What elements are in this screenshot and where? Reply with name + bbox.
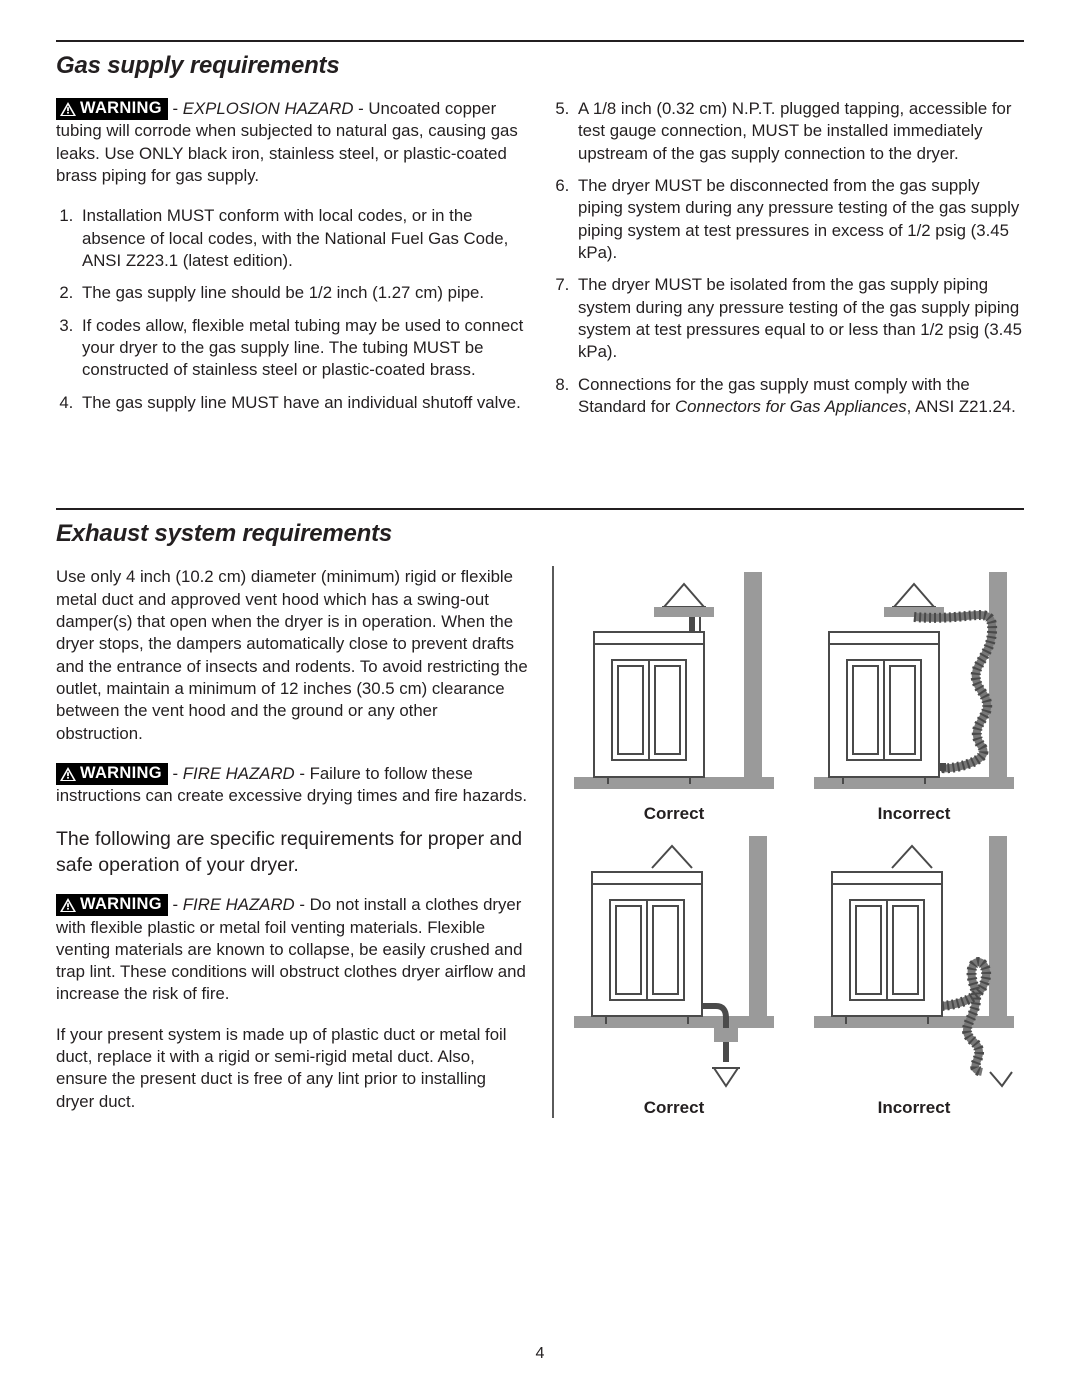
gas-item-7: The dryer MUST be isolated from the gas …: [574, 274, 1024, 363]
dryer-incorrect-flex-icon: [814, 572, 1014, 802]
diagram-label-correct: Correct: [564, 804, 784, 824]
gas-item-1: Installation MUST conform with local cod…: [78, 205, 528, 272]
hazard-dash: -: [173, 99, 183, 118]
gas-item-4: The gas supply line MUST have an individ…: [78, 392, 528, 414]
diagram-grid: Correct: [564, 572, 1024, 1118]
gas-item-8b: , ANSI Z21.24.: [907, 397, 1016, 416]
warning-badge: WARNING: [56, 894, 168, 916]
page-number: 4: [0, 1345, 1080, 1363]
exhaust-warning-1: WARNING - FIRE HAZARD - Failure to follo…: [56, 763, 528, 808]
warning-badge: WARNING: [56, 98, 168, 120]
diagram-wrap: Correct: [552, 566, 1024, 1118]
dryer-correct-rigid-icon: [574, 572, 774, 802]
gas-warning-paragraph: WARNING - EXPLOSION HAZARD - Uncoated co…: [56, 98, 528, 187]
exhaust-diagram-col: Correct: [552, 566, 1024, 1131]
exhaust-hazard-1: FIRE HAZARD: [183, 764, 295, 783]
gas-list-right: A 1/8 inch (0.32 cm) N.P.T. plugged tapp…: [552, 98, 1024, 418]
exhaust-hazard-2: FIRE HAZARD: [183, 895, 295, 914]
gas-col-right: A 1/8 inch (0.32 cm) N.P.T. plugged tapp…: [552, 98, 1024, 428]
warning-label-text: WARNING: [80, 99, 162, 119]
exhaust-intro: Use only 4 inch (10.2 cm) diameter (mini…: [56, 566, 528, 745]
gas-col-left: WARNING - EXPLOSION HAZARD - Uncoated co…: [56, 98, 528, 428]
gas-item-6: The dryer MUST be disconnected from the …: [574, 175, 1024, 264]
warning-label-text: WARNING: [80, 895, 162, 915]
warning-triangle-icon: [60, 898, 76, 912]
gas-columns: WARNING - EXPLOSION HAZARD - Uncoated co…: [56, 98, 1024, 428]
gas-item-2: The gas supply line should be 1/2 inch (…: [78, 282, 528, 304]
exhaust-columns: Use only 4 inch (10.2 cm) diameter (mini…: [56, 566, 1024, 1131]
exhaust-section-title: Exhaust system requirements: [56, 520, 1024, 548]
exhaust-para2: If your present system is made up of pla…: [56, 1024, 528, 1113]
exhaust-warning-2: WARNING - FIRE HAZARD - Do not install a…: [56, 894, 528, 1006]
gas-item-3: If codes allow, flexible metal tubing ma…: [78, 315, 528, 382]
warning-triangle-icon: [60, 767, 76, 781]
warning-label-text: WARNING: [80, 764, 162, 784]
diagram-label-correct: Correct: [564, 1098, 784, 1118]
dryer-correct-wall-icon: [574, 836, 774, 1096]
section-divider-2: [56, 508, 1024, 510]
diagram-incorrect-bottom: Incorrect: [804, 836, 1024, 1118]
hazard-dash: -: [173, 764, 183, 783]
gas-item-8-ref: Connectors for Gas Appliances: [675, 397, 907, 416]
gas-section-title: Gas supply requirements: [56, 52, 1024, 80]
diagram-correct-bottom: Correct: [564, 836, 784, 1118]
exhaust-subhead: The following are specific requirements …: [56, 826, 528, 879]
diagram-incorrect-top: Incorrect: [804, 572, 1024, 824]
diagram-label-incorrect: Incorrect: [804, 1098, 1024, 1118]
diagram-label-incorrect: Incorrect: [804, 804, 1024, 824]
gas-hazard-name: EXPLOSION HAZARD: [183, 99, 354, 118]
exhaust-section: Exhaust system requirements Use only 4 i…: [56, 508, 1024, 1131]
gas-item-8: Connections for the gas supply must comp…: [574, 374, 1024, 419]
dryer-incorrect-wall-icon: [814, 836, 1014, 1096]
gas-item-5: A 1/8 inch (0.32 cm) N.P.T. plugged tapp…: [574, 98, 1024, 165]
warning-badge: WARNING: [56, 763, 168, 785]
gas-list-left: Installation MUST conform with local cod…: [56, 205, 528, 414]
section-divider: [56, 40, 1024, 42]
warning-triangle-icon: [60, 102, 76, 116]
diagram-correct-top: Correct: [564, 572, 784, 824]
hazard-dash: -: [173, 895, 183, 914]
exhaust-text-col: Use only 4 inch (10.2 cm) diameter (mini…: [56, 566, 528, 1131]
